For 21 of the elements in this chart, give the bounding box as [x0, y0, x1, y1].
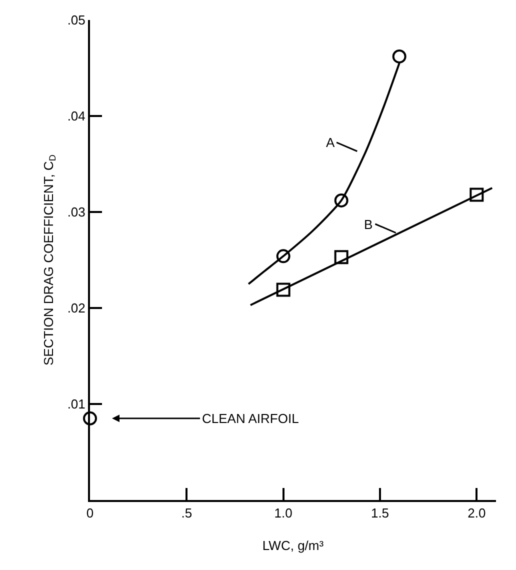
x-tick-label: .5	[181, 506, 192, 521]
x-tick-label: 1.5	[370, 506, 390, 521]
annotation: B	[364, 217, 373, 232]
x-tick-label: 0	[86, 506, 94, 521]
point	[83, 411, 97, 426]
point	[276, 249, 290, 264]
point	[276, 282, 290, 297]
y-tick-label: .02	[67, 300, 86, 316]
point	[334, 250, 348, 264]
y-tick-label: .05	[67, 12, 86, 28]
annotation: A	[326, 135, 335, 150]
point	[334, 193, 348, 208]
point	[470, 188, 484, 202]
x-tick-label: 2.0	[468, 506, 486, 521]
y-tick-label: .03	[67, 204, 86, 220]
y-tick-label: .04	[67, 108, 86, 124]
y-tick-label: .01	[67, 396, 86, 412]
point	[392, 49, 406, 64]
annotation: CLEAN AIRFOIL	[202, 411, 299, 426]
x-axis-title: LWC, g/m³	[262, 538, 324, 553]
x-tick-label: 1.0	[274, 506, 292, 521]
